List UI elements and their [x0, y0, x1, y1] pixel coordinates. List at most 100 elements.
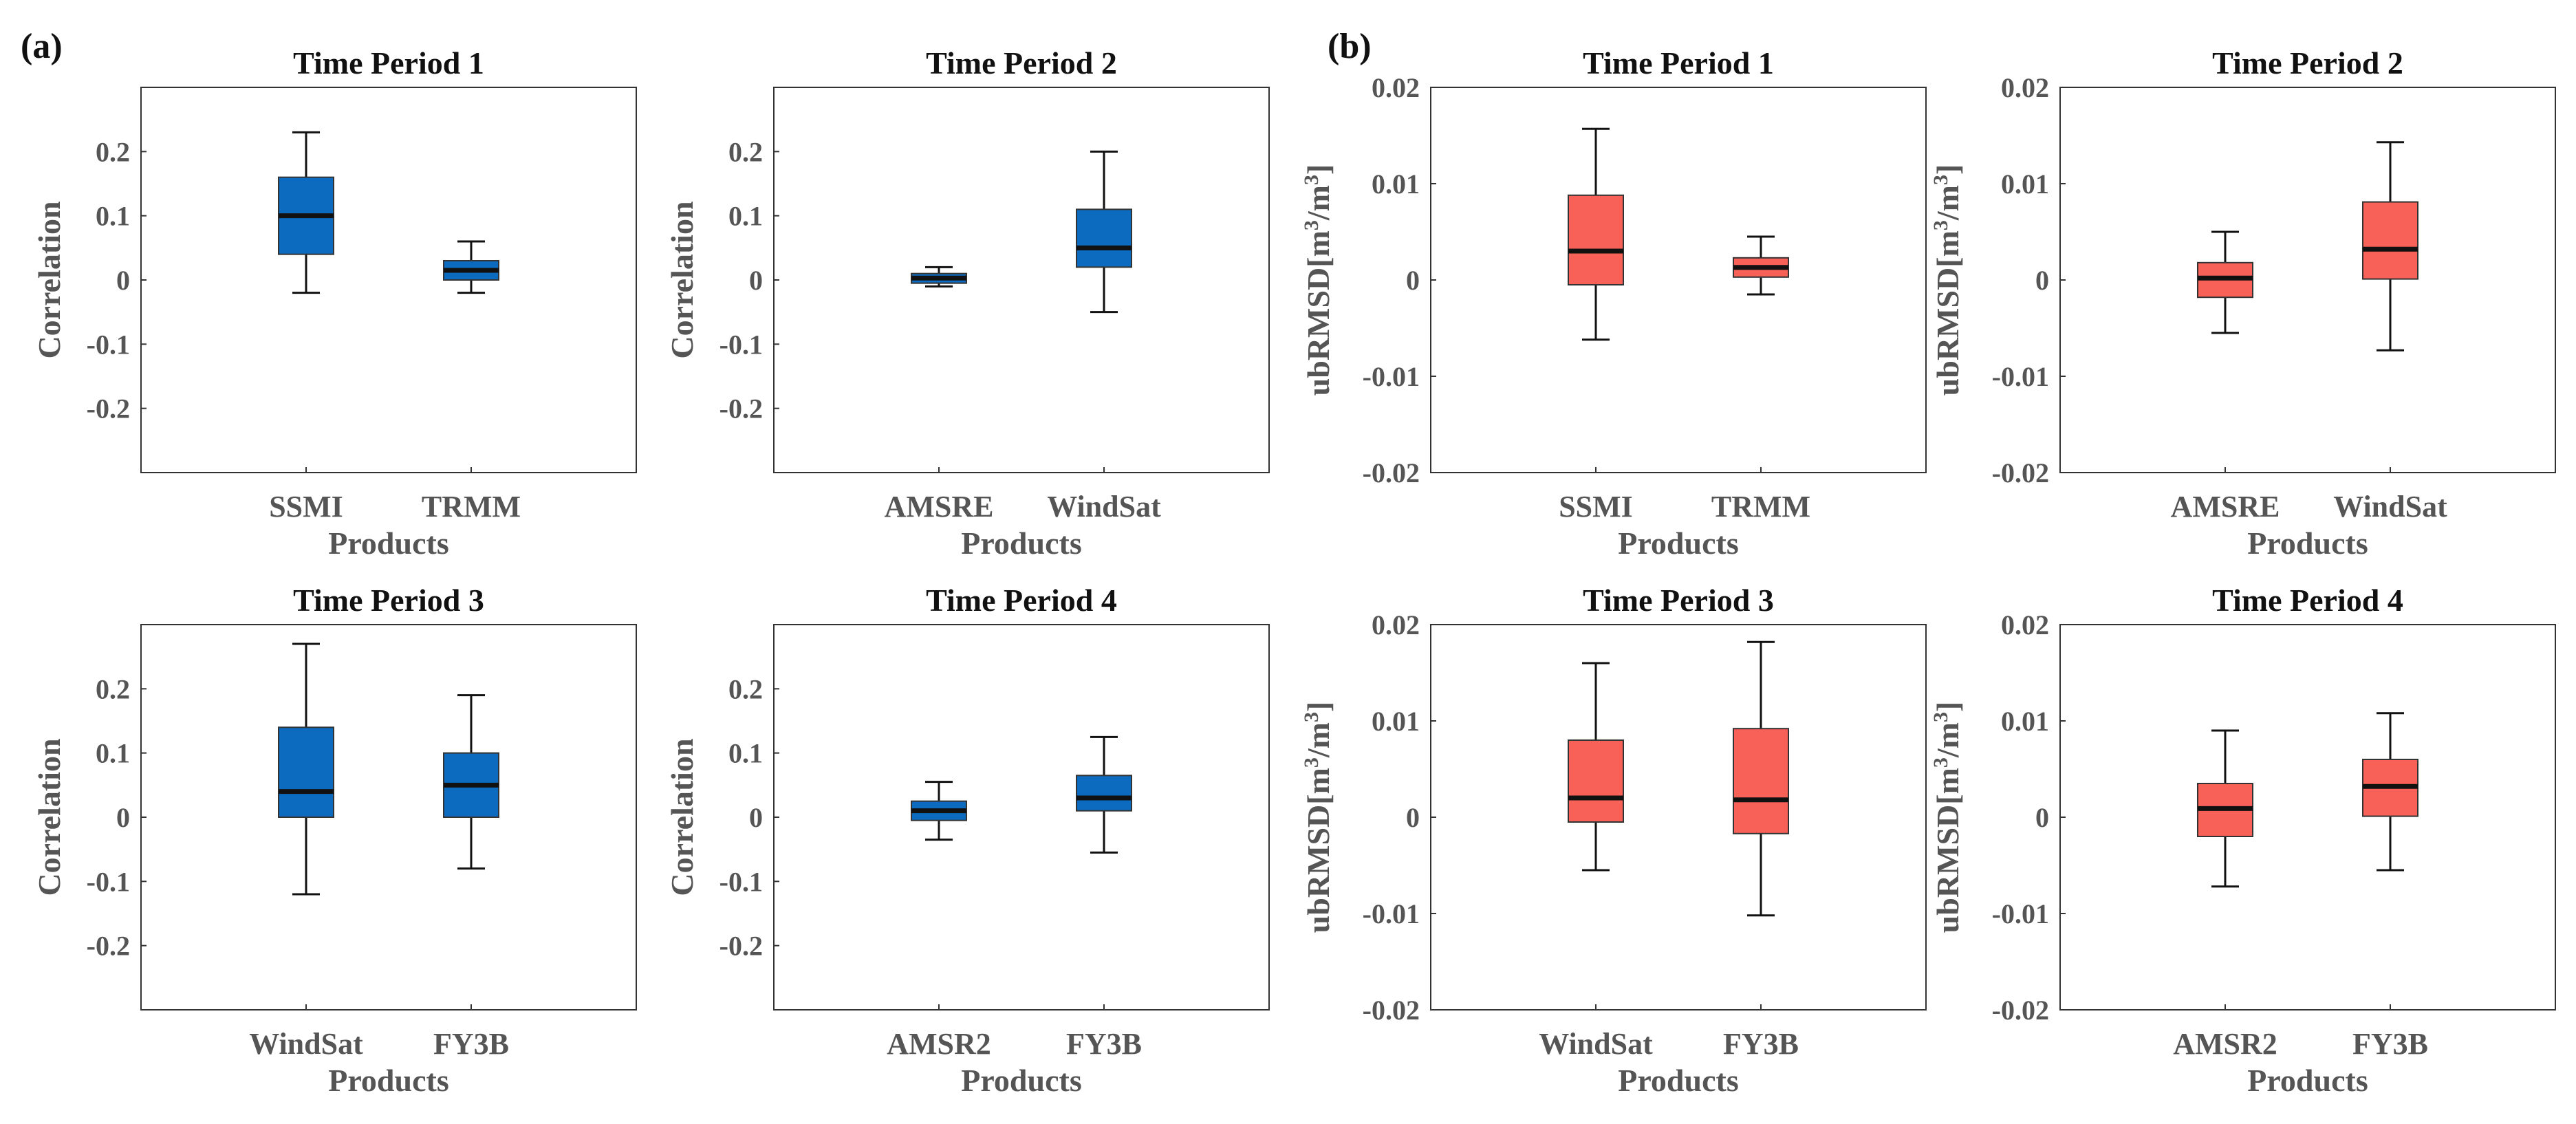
- chart-title: Time Period 3: [1583, 583, 1774, 618]
- label-part: ubRMSD[m: [1930, 230, 1965, 396]
- label-part: ubRMSD[m: [1301, 768, 1336, 933]
- box-trmm: [443, 240, 499, 294]
- box-ssmi: [278, 131, 334, 294]
- y-tick-label: 0: [1406, 802, 1420, 833]
- x-tick-label: WindSat: [2333, 490, 2447, 523]
- y-axis-label: Correlation: [664, 738, 700, 896]
- y-tick-label: -0.2: [87, 931, 130, 962]
- x-axis-label: Products: [1618, 1063, 1739, 1098]
- box-fy3b: [2362, 712, 2418, 872]
- y-tick-label: -0.1: [719, 866, 763, 897]
- y-tick-label: -0.02: [1363, 457, 1420, 488]
- y-tick-label: 0.02: [1372, 72, 1420, 103]
- box-ssmi: [1568, 127, 1624, 341]
- y-tick-label: -0.02: [1992, 995, 2049, 1026]
- box-trmm: [1733, 235, 1789, 296]
- superscript: 3: [1300, 220, 1323, 230]
- chart-panel: Time Period 3 0.2 0.1 0 -0.1 -0.2 WindSat FY3BP…: [32, 583, 637, 1098]
- y-tick-label: 0.2: [96, 136, 130, 167]
- y-tick-label: 0: [749, 802, 763, 833]
- y-tick-label: 0.2: [728, 136, 763, 167]
- iqr-box: [1076, 775, 1132, 812]
- box-fy3b: [443, 694, 499, 870]
- x-tick-label: SSMI: [269, 490, 343, 523]
- x-axis-label: Products: [328, 526, 449, 561]
- chart-panel: Time Period 1 0.2 0.1 0 -0.1 -0.2 SSMI TRMMProd…: [32, 45, 637, 561]
- plot-frame: [2059, 624, 2556, 1010]
- chart-panel: Time Period 4 0.02 0.01 0 -0.01 -0.02 AMSR2 FY3…: [1929, 583, 2556, 1098]
- y-tick-label: 0: [116, 265, 130, 296]
- box-amsre: [911, 266, 967, 288]
- chart-title: Time Period 4: [926, 583, 1117, 618]
- y-tick-label: -0.2: [719, 393, 763, 424]
- chart-panel: Time Period 3 0.02 0.01 0 -0.01 -0.02 WindSat F…: [1300, 583, 1927, 1098]
- chart-title: Time Period 2: [926, 45, 1117, 80]
- iqr-box: [278, 726, 334, 819]
- x-tick-label: FY3B: [2352, 1027, 2428, 1061]
- label-part: /m: [1930, 185, 1965, 221]
- y-tick-label: -0.01: [1363, 898, 1420, 929]
- y-tick-label: 0: [2035, 802, 2049, 833]
- x-axis-label: Products: [2247, 1063, 2368, 1098]
- x-tick-label: AMSRE: [2171, 490, 2280, 523]
- y-tick-label: 0.01: [1372, 169, 1420, 199]
- label-part: ]: [1301, 164, 1336, 175]
- label-part: ]: [1930, 164, 1965, 175]
- x-axis-label: Products: [328, 1063, 449, 1098]
- chart-title: Time Period 4: [2212, 583, 2403, 618]
- iqr-box: [1568, 739, 1624, 823]
- y-axis-label: ubRMSD[m3/m3]: [1929, 702, 1965, 933]
- x-tick-label: AMSR2: [887, 1027, 991, 1061]
- chart-title: Time Period 3: [293, 583, 484, 618]
- box-amsr2: [911, 781, 967, 841]
- x-axis-label: Products: [2247, 526, 2368, 561]
- box-fy3b: [1076, 735, 1132, 854]
- plot-frame: [773, 624, 1270, 1010]
- y-axis-label: ubRMSD[m3/m3]: [1300, 164, 1336, 396]
- y-tick-label: -0.01: [1992, 361, 2049, 392]
- x-tick-label: FY3B: [433, 1027, 509, 1061]
- y-tick-label: 0.1: [728, 201, 763, 232]
- superscript: 3: [1929, 757, 1952, 768]
- y-axis-label: Correlation: [32, 201, 67, 358]
- y-tick-label: 0.02: [1372, 609, 1420, 640]
- y-tick-label: 0.2: [728, 673, 763, 704]
- y-tick-label: 0: [1406, 265, 1420, 296]
- y-tick-label: -0.01: [1992, 898, 2049, 929]
- y-tick-label: -0.2: [87, 393, 130, 424]
- superscript: 3: [1300, 175, 1323, 185]
- iqr-box: [2362, 201, 2418, 280]
- superscript: 3: [1929, 220, 1952, 230]
- x-tick-label: FY3B: [1723, 1027, 1799, 1061]
- y-axis-label: Correlation: [664, 201, 700, 358]
- y-axis-label: ubRMSD[m3/m3]: [1300, 702, 1336, 933]
- superscript: 3: [1300, 757, 1323, 768]
- y-tick-label: 0: [2035, 265, 2049, 296]
- chart-title: Time Period 1: [1583, 45, 1774, 80]
- x-tick-label: WindSat: [249, 1027, 363, 1061]
- chart-title: Time Period 2: [2212, 45, 2403, 80]
- y-tick-label: -0.01: [1363, 361, 1420, 392]
- superscript: 3: [1929, 712, 1952, 722]
- x-tick-label: FY3B: [1066, 1027, 1142, 1061]
- box-windsat: [1568, 662, 1624, 872]
- plot-frame: [1430, 87, 1927, 473]
- y-tick-label: 0.1: [96, 201, 130, 232]
- superscript: 3: [1929, 175, 1952, 185]
- panel-label-b: (b): [1328, 27, 1372, 66]
- x-tick-label: SSMI: [1559, 490, 1633, 523]
- y-tick-label: 0.2: [96, 673, 130, 704]
- label-part: /m: [1301, 722, 1336, 758]
- box-windsat: [2362, 141, 2418, 352]
- x-axis-label: Products: [1618, 526, 1739, 561]
- y-tick-label: 0.01: [2001, 706, 2049, 737]
- x-axis-label: Products: [961, 1063, 1082, 1098]
- label-part: ubRMSD[m: [1930, 768, 1965, 933]
- label-part: ubRMSD[m: [1301, 230, 1336, 396]
- y-tick-label: -0.1: [87, 329, 130, 360]
- plot-frame: [140, 624, 637, 1010]
- label-part: ]: [1930, 702, 1965, 712]
- chart-panel: Time Period 4 0.2 0.1 0 -0.1 -0.2 AMSR2 FY3BPro…: [664, 583, 1270, 1098]
- box-windsat: [1076, 150, 1132, 314]
